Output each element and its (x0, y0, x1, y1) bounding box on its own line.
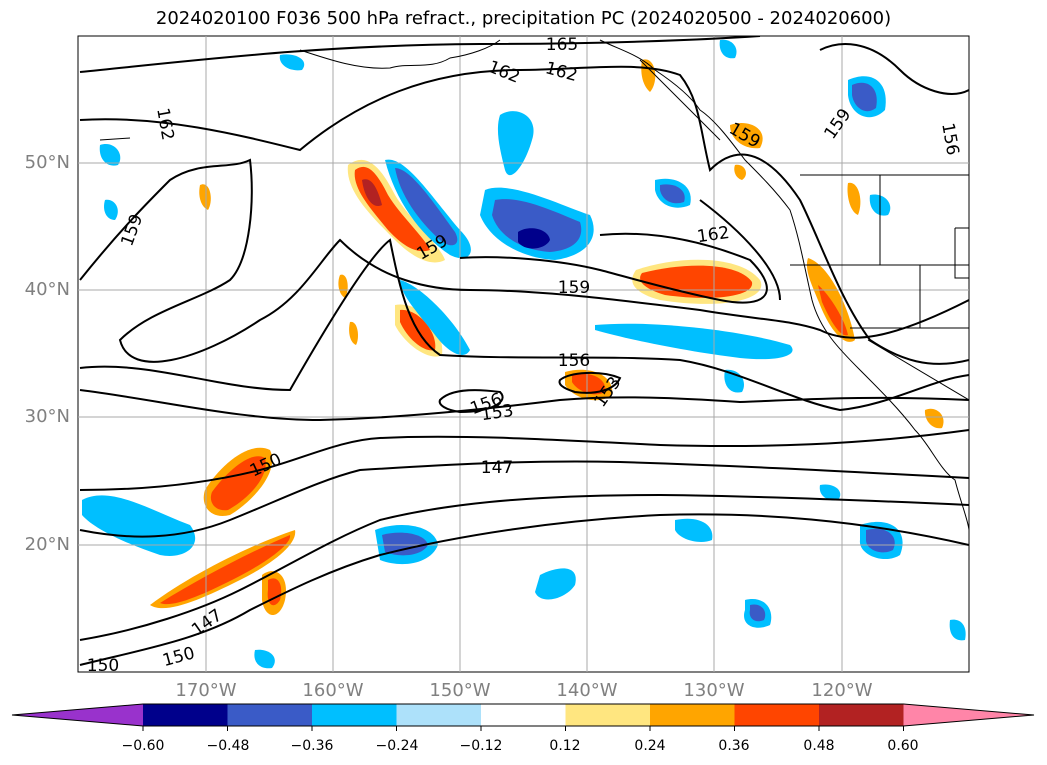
contour-153 (79, 389, 969, 422)
contour-label: 156 (937, 121, 962, 156)
colorbar-extend-high (903, 704, 1034, 726)
warm-blob-13 (349, 321, 358, 345)
colorbar-segment (143, 704, 228, 726)
lon-label-140w: 140°W (556, 680, 618, 701)
contour-label: 162 (485, 57, 523, 88)
colorbar-tick-label: 0.36 (718, 738, 750, 754)
map-title: 2024020100 F036 500 hPa refract., precip… (155, 8, 892, 29)
coastlines (99, 39, 969, 531)
warm-blob-15 (924, 408, 944, 429)
contour-150 (79, 429, 969, 491)
warm-blob-16 (734, 164, 746, 180)
cool-blob-5 (400, 280, 470, 355)
colorbar-tick-label: −0.36 (290, 738, 334, 754)
lon-label-130w: 130°W (683, 680, 745, 701)
contour-159 (79, 158, 969, 363)
colorbar-tick-label: −0.24 (375, 738, 419, 754)
contour-label: 150 (87, 656, 119, 676)
colorbar-segment (734, 704, 819, 726)
colorbar-tick-label: 0.48 (803, 738, 835, 754)
contour-label: 159 (558, 278, 590, 298)
colorbar-tick-label: −0.60 (121, 738, 165, 754)
warm-blob-11 (199, 184, 211, 210)
cool-blob-11 (535, 568, 576, 600)
cool-blob-4 (595, 323, 793, 360)
cool-blob-19 (254, 649, 275, 669)
contour-label: 159 (117, 212, 147, 249)
warm-blob-12 (338, 274, 348, 298)
contour-label: 162 (543, 58, 580, 86)
contour-label: 150 (160, 643, 197, 671)
colorbar-segment (227, 704, 312, 726)
cool-blob-15 (279, 54, 305, 71)
lat-label-20n: 20°N (24, 534, 70, 555)
lon-label-170w: 170°W (175, 680, 237, 701)
colorbar-segment (312, 704, 397, 726)
shaded-fields (82, 39, 966, 669)
colorbar-segment (565, 704, 650, 726)
contour-156 (79, 238, 969, 412)
lon-label-160w: 160°W (302, 680, 364, 701)
colorbar-segment (819, 704, 904, 726)
contour-label: 153 (480, 401, 515, 425)
cool-blob-16 (949, 619, 966, 641)
contour-label: 165 (546, 35, 578, 55)
contour-165 (79, 36, 761, 73)
lon-label-150w: 150°W (429, 680, 491, 701)
cool-blob-13 (675, 518, 713, 542)
colorbar-tick-label: −0.12 (459, 738, 503, 754)
lat-label-50n: 50°N (24, 152, 70, 173)
contour-147 (79, 460, 969, 538)
plot-frame (77, 35, 970, 673)
colorbar-tick-label: 0.12 (549, 738, 581, 754)
lat-label-30n: 30°N (24, 406, 70, 427)
contour-147b (79, 493, 969, 641)
grid-lines (78, 36, 969, 672)
colorbar-segment (481, 704, 566, 726)
colorbar-tick-label: 0.60 (887, 738, 919, 754)
contour-162 (79, 65, 969, 365)
cool-blob-20 (819, 484, 841, 501)
colorbar (11, 703, 1035, 731)
warm-blob-9 (730, 122, 763, 149)
cool-blob-14 (99, 144, 121, 166)
contour-153c (558, 371, 622, 394)
contour-label: 147 (481, 458, 513, 478)
colorbar-tick-label: 0.24 (634, 738, 666, 754)
colorbar-segment (650, 704, 735, 726)
contour-label: 162 (152, 106, 177, 141)
contour-153b (438, 389, 504, 414)
lat-label-40n: 40°N (24, 279, 70, 300)
cool-blob-21 (719, 39, 737, 59)
contour-label: 159 (820, 105, 855, 143)
lon-label-120w: 120°W (811, 680, 873, 701)
colorbar-segment (396, 704, 481, 726)
colorbar-extend-low (12, 704, 143, 726)
contour-150b (79, 513, 969, 666)
contour-162b (459, 232, 768, 304)
refractivity-contours (79, 36, 969, 666)
contour-156b (699, 199, 781, 301)
contour-159b (819, 43, 969, 95)
cool-blob-22 (104, 199, 118, 220)
contour-label: 156 (558, 351, 590, 371)
contour-label: 162 (696, 223, 731, 247)
cool-blob-3 (497, 111, 534, 176)
cool-blob-8 (82, 495, 196, 556)
warm-blob-14 (847, 182, 861, 215)
colorbar-tick-label: −0.48 (206, 738, 250, 754)
